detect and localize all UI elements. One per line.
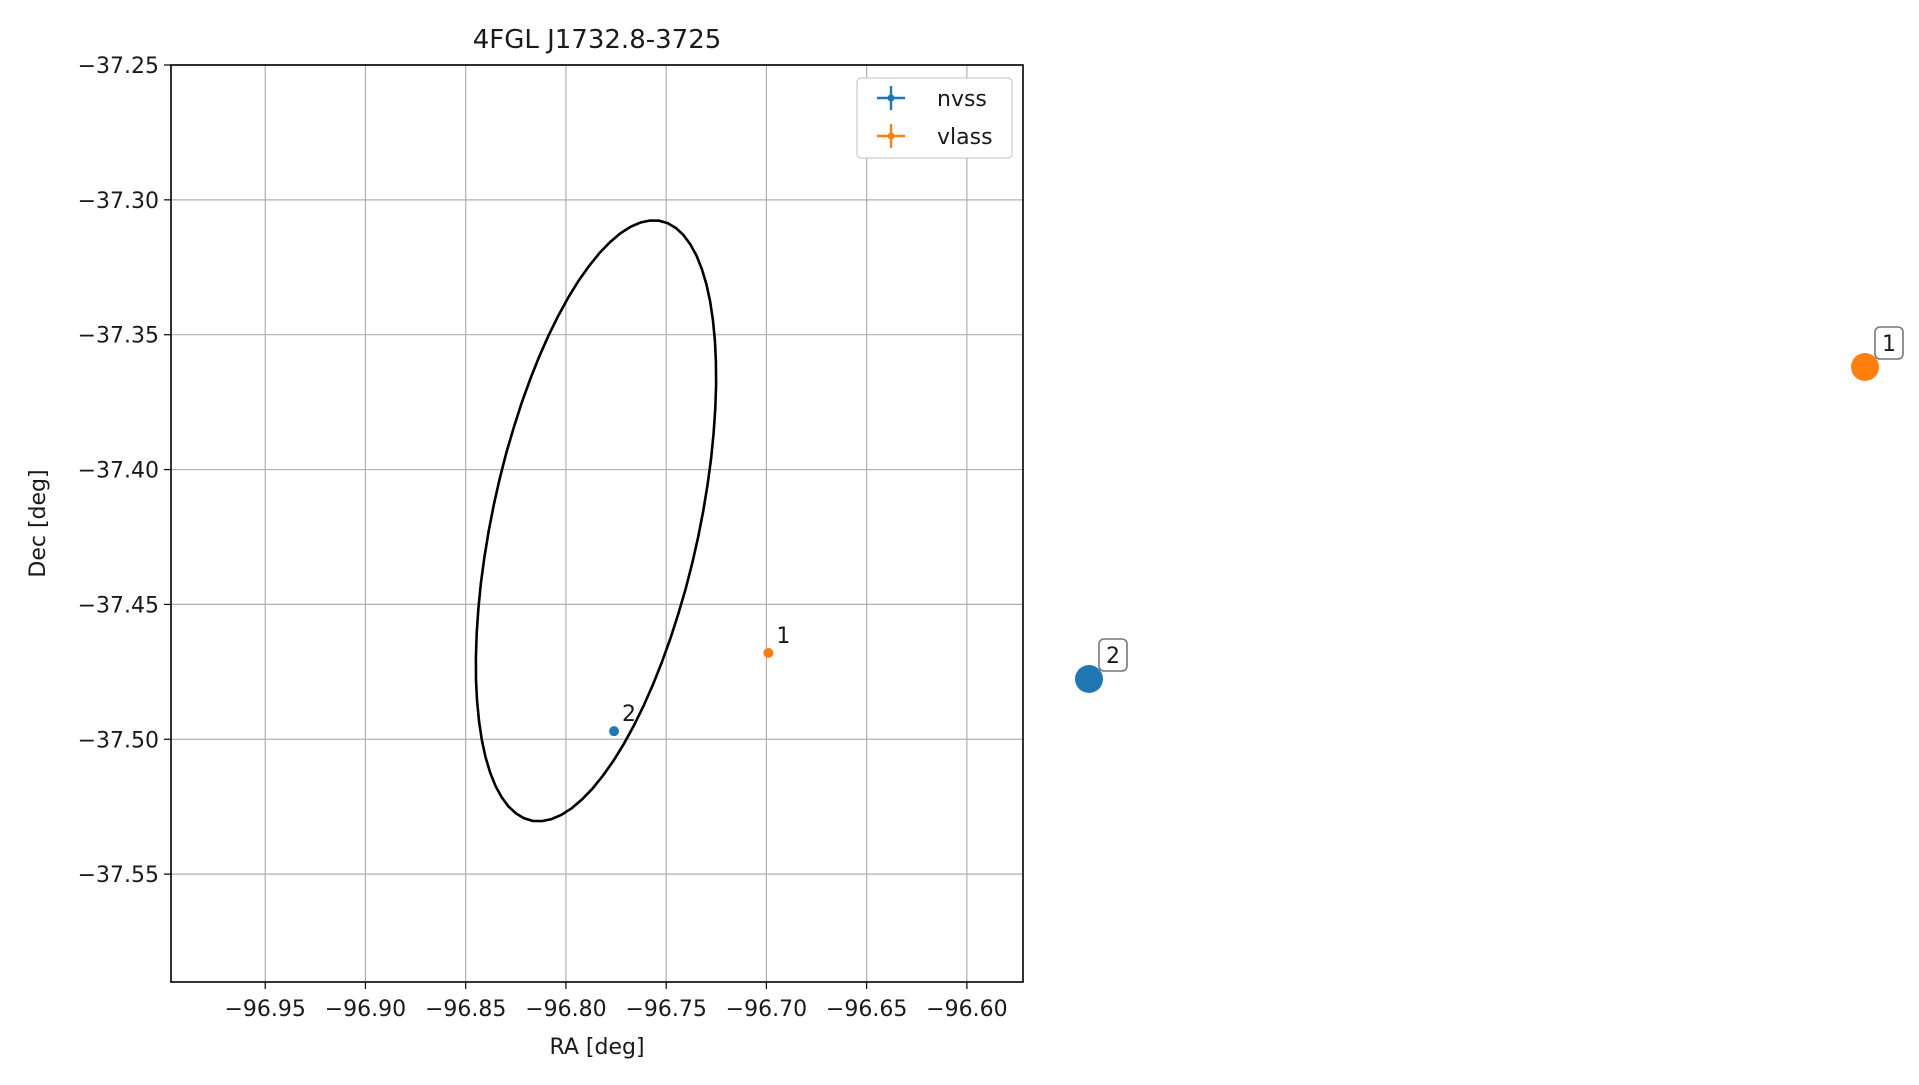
x-tick-label: −96.90 (325, 997, 406, 1022)
point-label: 1 (776, 624, 790, 649)
side-marker-label-box (1098, 638, 1128, 672)
y-tick-label: −37.45 (78, 593, 159, 618)
x-tick-label: −96.85 (425, 997, 506, 1022)
legend-marker-dot (887, 94, 895, 102)
side-marker-label-box (1874, 326, 1904, 360)
point-label: 2 (622, 702, 636, 727)
y-axis-label: Dec [deg] (26, 469, 51, 577)
y-tick-label: −37.35 (78, 324, 159, 349)
y-tick-label: −37.55 (78, 863, 159, 888)
error-ellipse (474, 219, 718, 823)
x-axis-label: RA [deg] (549, 1035, 644, 1060)
legend-marker-dot (887, 132, 895, 140)
x-tick-label: −96.75 (625, 997, 706, 1022)
legend-label: vlass (937, 125, 993, 150)
y-tick-label: −37.25 (78, 54, 159, 79)
x-tick-label: −96.60 (926, 997, 1007, 1022)
data-point-nvss (609, 726, 620, 737)
side-marker (1075, 665, 1103, 693)
plot-frame (170, 64, 1024, 983)
side-marker-label: 2 (1106, 644, 1120, 669)
chart-title: 4FGL J1732.8-3725 (473, 25, 722, 55)
x-tick-label: −96.65 (826, 997, 907, 1022)
x-tick-label: −96.70 (726, 997, 807, 1022)
data-point-vlass (763, 647, 774, 658)
y-tick-label: −37.40 (78, 459, 159, 484)
side-marker-label: 1 (1882, 332, 1896, 357)
x-tick-label: −96.95 (225, 997, 306, 1022)
y-tick-label: −37.30 (78, 189, 159, 214)
x-tick-label: −96.80 (525, 997, 606, 1022)
y-tick-label: −37.50 (78, 728, 159, 753)
side-marker (1851, 353, 1879, 381)
legend-label: nvss (937, 87, 987, 112)
